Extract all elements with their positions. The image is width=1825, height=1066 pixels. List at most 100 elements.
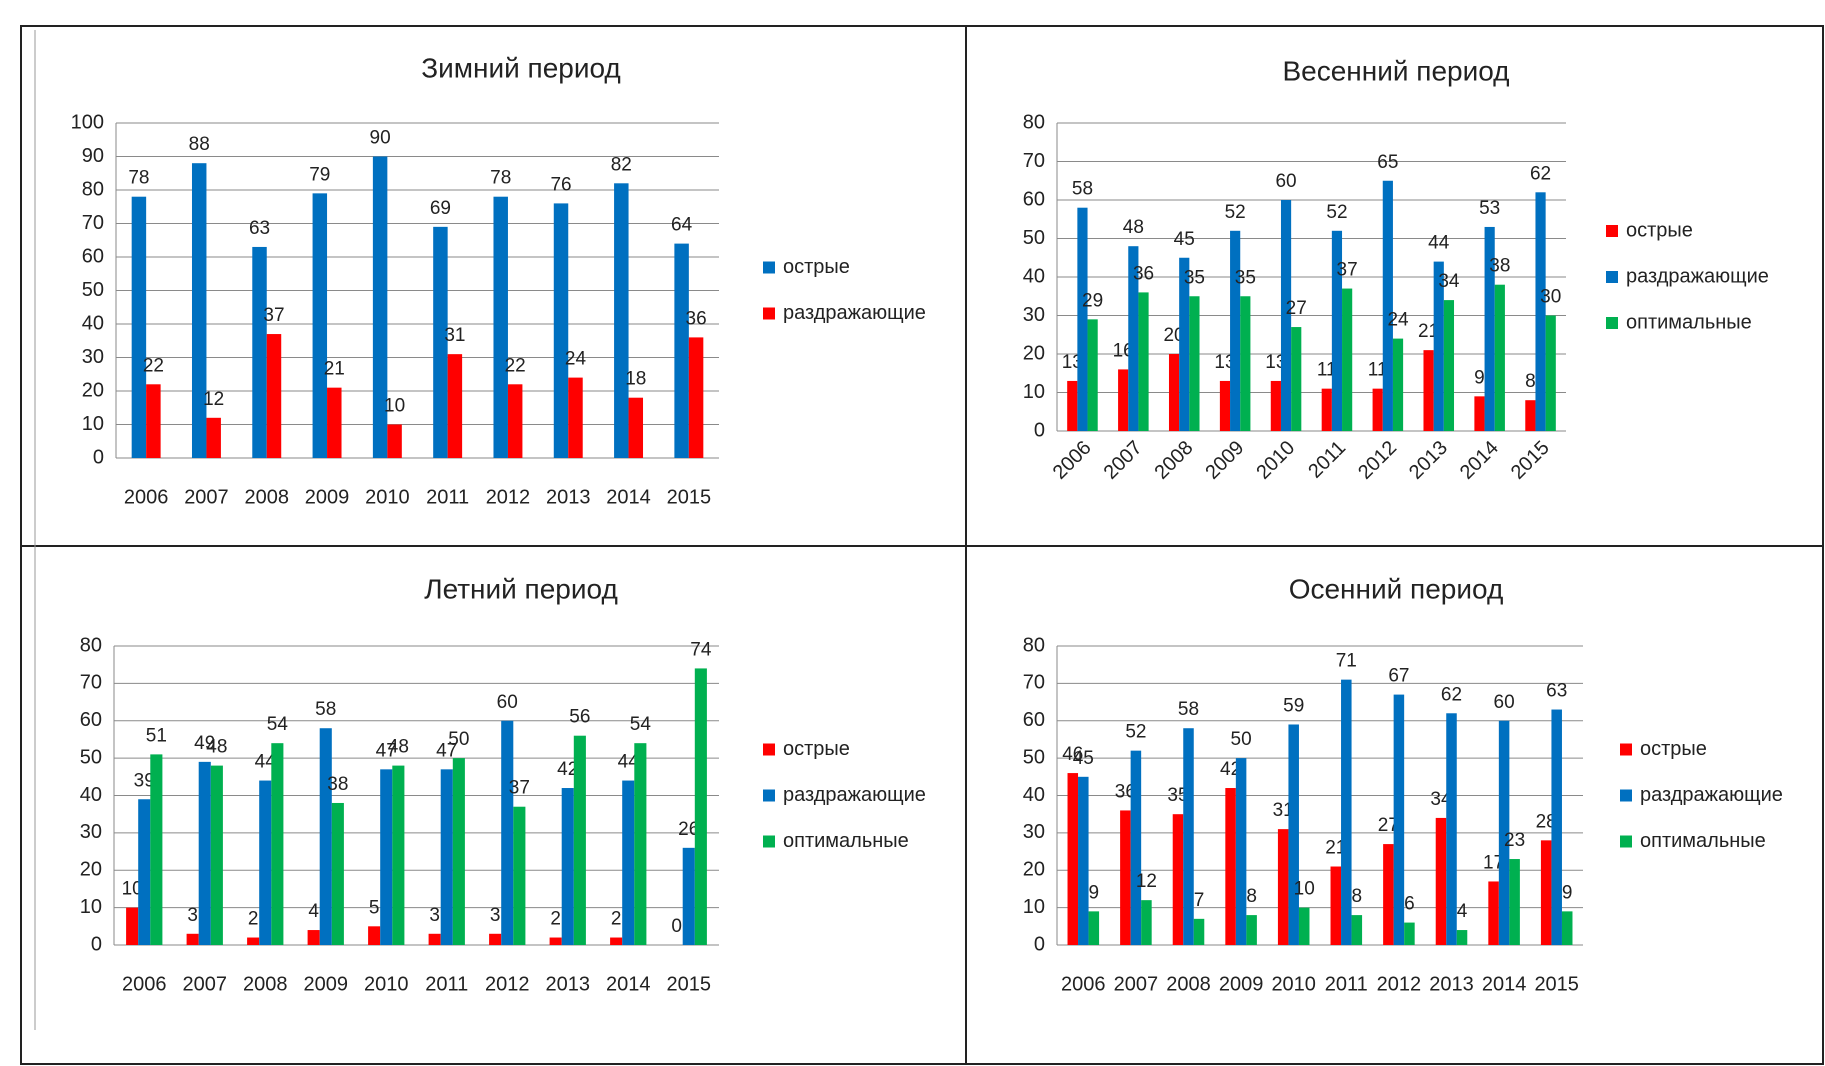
data-label: 64 — [671, 215, 693, 236]
bar — [1288, 724, 1299, 945]
x-tick-label: 2009 — [304, 973, 349, 995]
bar — [1351, 915, 1363, 945]
bar — [198, 761, 211, 945]
bar — [1298, 907, 1310, 945]
data-label: 82 — [611, 154, 632, 175]
legend-swatch — [1606, 271, 1618, 283]
x-tick-label: 2011 — [425, 973, 468, 995]
data-label: 6 — [1404, 894, 1415, 915]
bar — [568, 377, 583, 458]
bar — [191, 163, 207, 458]
chart: Весенний период0102030405060708020061358… — [1023, 55, 1769, 483]
bar — [628, 397, 644, 458]
chart-title: Весенний период — [1282, 55, 1509, 86]
bar — [1494, 284, 1505, 431]
y-tick-label: 70 — [80, 672, 102, 694]
x-tick-label: 2008 — [243, 973, 288, 995]
bar — [1488, 881, 1499, 945]
bar — [440, 769, 453, 945]
bar — [1277, 829, 1289, 945]
data-label: 37 — [1337, 260, 1358, 281]
y-tick-label: 30 — [1023, 304, 1045, 326]
legend-label: острые — [783, 738, 850, 760]
data-label: 78 — [490, 168, 511, 189]
x-tick-label: 2009 — [1219, 973, 1264, 995]
legend-swatch — [1606, 225, 1618, 237]
bar — [312, 193, 328, 458]
bar — [131, 196, 147, 458]
data-label: 76 — [550, 174, 571, 195]
bar — [1067, 380, 1078, 431]
bar — [447, 354, 463, 458]
legend-swatch — [763, 261, 775, 274]
data-label: 52 — [1125, 722, 1146, 743]
data-label: 36 — [686, 308, 707, 329]
bar — [1342, 288, 1353, 431]
data-label: 12 — [1136, 871, 1157, 892]
bar — [452, 758, 465, 945]
bar — [1230, 230, 1241, 431]
data-label: 53 — [1479, 198, 1500, 219]
bar — [1551, 709, 1562, 945]
data-label: 52 — [1225, 202, 1246, 223]
x-tick-label: 2009 — [305, 486, 350, 508]
y-tick-label: 20 — [1023, 342, 1045, 364]
data-label: 44 — [255, 752, 277, 773]
data-label: 3 — [429, 905, 440, 926]
x-tick-label: 2014 — [606, 486, 651, 508]
data-label: 67 — [1388, 666, 1409, 687]
y-tick-label: 80 — [1023, 634, 1045, 656]
y-tick-label: 80 — [80, 634, 102, 656]
data-label: 11 — [1317, 360, 1337, 381]
x-tick-label: 2015 — [667, 973, 712, 995]
x-tick-label: 2012 — [1377, 973, 1422, 995]
bar — [1474, 396, 1485, 431]
bar — [266, 334, 282, 458]
bar — [573, 735, 586, 945]
data-label: 65 — [1377, 152, 1398, 173]
data-label: 45 — [1174, 229, 1195, 250]
bar — [1078, 776, 1089, 945]
data-label: 23 — [1504, 830, 1525, 851]
data-label: 51 — [146, 725, 167, 746]
bar — [252, 246, 267, 458]
legend-label: оптимальные — [1626, 311, 1752, 333]
bar — [1118, 369, 1129, 431]
y-tick-label: 0 — [91, 933, 102, 955]
y-tick-label: 10 — [82, 413, 104, 435]
data-label: 24 — [565, 349, 587, 370]
chart-title: Зимний период — [421, 52, 621, 83]
legend-label: раздражающие — [783, 784, 926, 806]
bar — [1446, 713, 1457, 945]
bar — [1382, 180, 1393, 431]
bar — [1240, 296, 1251, 431]
bar — [1138, 292, 1149, 431]
chart: Зимний период 0 10 20 30 40 50 60 70 80 90 100 2006 7… — [71, 52, 926, 508]
bar — [1235, 758, 1247, 945]
bar — [206, 417, 221, 458]
legend-label: острые — [1640, 738, 1707, 760]
data-label: 9 — [1474, 367, 1485, 388]
bar — [1130, 750, 1142, 945]
bar — [549, 937, 562, 945]
y-tick-label: 10 — [1023, 381, 1045, 403]
y-tick-label: 90 — [82, 145, 104, 167]
data-label: 30 — [1540, 287, 1561, 308]
data-label: 48 — [388, 737, 409, 758]
bar — [138, 799, 151, 945]
data-label: 11 — [1368, 360, 1388, 381]
bar — [1561, 911, 1573, 945]
bar — [674, 243, 689, 458]
data-label: 54 — [267, 714, 289, 735]
bar — [1193, 918, 1205, 945]
data-label: 27 — [1286, 298, 1307, 319]
data-label: 56 — [569, 707, 590, 728]
bar — [1321, 388, 1332, 431]
data-label: 48 — [206, 737, 227, 758]
x-tick-label: 2006 — [1061, 973, 1106, 995]
y-tick-label: 50 — [1023, 227, 1045, 249]
data-label: 60 — [1494, 692, 1515, 713]
data-label: 79 — [309, 164, 330, 185]
bar — [610, 937, 623, 945]
y-tick-label: 0 — [93, 446, 104, 468]
